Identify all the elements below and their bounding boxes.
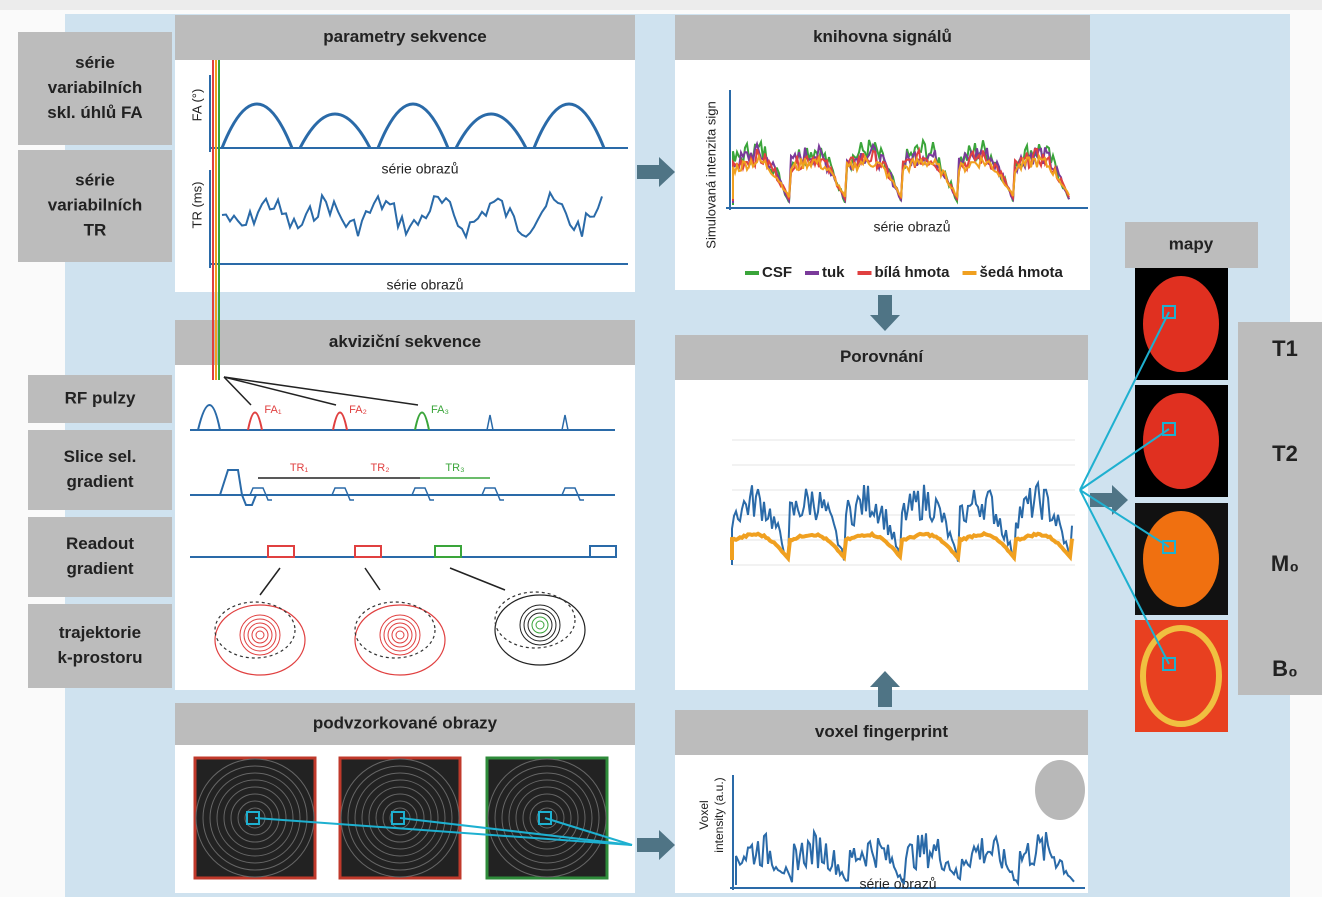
map-brain bbox=[1143, 393, 1219, 489]
side-label: TR bbox=[84, 220, 107, 239]
side-label: variabilních bbox=[48, 78, 142, 97]
legend-label: tuk bbox=[822, 264, 845, 281]
label: série obrazů bbox=[386, 277, 463, 293]
side-label: variabilních bbox=[48, 195, 142, 214]
label: série obrazů bbox=[873, 219, 950, 235]
fingerprint-icon bbox=[1035, 760, 1085, 820]
map-brain bbox=[1143, 511, 1219, 607]
label: TR₂ bbox=[371, 462, 390, 474]
panel-title: parametry sekvence bbox=[323, 27, 487, 46]
label: TR (ms) bbox=[189, 182, 204, 229]
side-label: série bbox=[75, 53, 115, 72]
map-brain bbox=[1143, 276, 1219, 372]
map-label: T2 bbox=[1272, 441, 1298, 466]
label: FA₁ bbox=[264, 404, 281, 416]
label: Voxel bbox=[697, 800, 711, 829]
map-label: T1 bbox=[1272, 336, 1298, 361]
side-label: gradient bbox=[66, 559, 133, 578]
legend-label: bílá hmota bbox=[875, 264, 951, 281]
side-label: skl. úhlů FA bbox=[47, 103, 142, 122]
label: intensity (a.u.) bbox=[712, 777, 726, 852]
side-label-box bbox=[28, 517, 172, 597]
panel-title: podvzorkované obrazy bbox=[313, 713, 498, 732]
labels-box bbox=[1238, 322, 1322, 695]
side-label: Readout bbox=[66, 534, 134, 553]
label: FA (°) bbox=[189, 89, 204, 122]
page: série variabilních skl. úhlů FA série variab… bbox=[0, 0, 1322, 902]
map-label: M₀ bbox=[1271, 551, 1299, 576]
map-image bbox=[1135, 620, 1228, 732]
side-label: Slice sel. bbox=[64, 447, 137, 466]
panel-title: knihovna signálů bbox=[813, 27, 952, 46]
label: FA₂ bbox=[349, 404, 367, 416]
side-label: trajektorie bbox=[59, 623, 141, 642]
panel-title: akviziční sekvence bbox=[329, 332, 481, 351]
side-label-box bbox=[28, 430, 172, 510]
diagram: série variabilních skl. úhlů FA série variab… bbox=[0, 0, 1322, 897]
side-label: série bbox=[75, 170, 115, 189]
side-label: RF pulzy bbox=[65, 388, 136, 407]
legend-label: CSF bbox=[762, 264, 792, 281]
label: TR₁ bbox=[290, 462, 309, 474]
panel-title: voxel fingerprint bbox=[815, 722, 949, 741]
panel-title: Porovnání bbox=[840, 347, 924, 366]
side-label: k-prostoru bbox=[58, 648, 143, 667]
side-label-box bbox=[28, 604, 172, 688]
label: série obrazů bbox=[381, 161, 458, 177]
map-label: B₀ bbox=[1272, 656, 1298, 681]
legend-label: šedá hmota bbox=[980, 264, 1064, 281]
side-label: gradient bbox=[66, 472, 133, 491]
panel-body bbox=[675, 60, 1090, 290]
label: Simulovaná intenzita sign bbox=[703, 101, 718, 248]
label: TR₃ bbox=[445, 462, 464, 474]
label: FA₃ bbox=[431, 404, 449, 416]
panel-title: mapy bbox=[1169, 234, 1214, 253]
